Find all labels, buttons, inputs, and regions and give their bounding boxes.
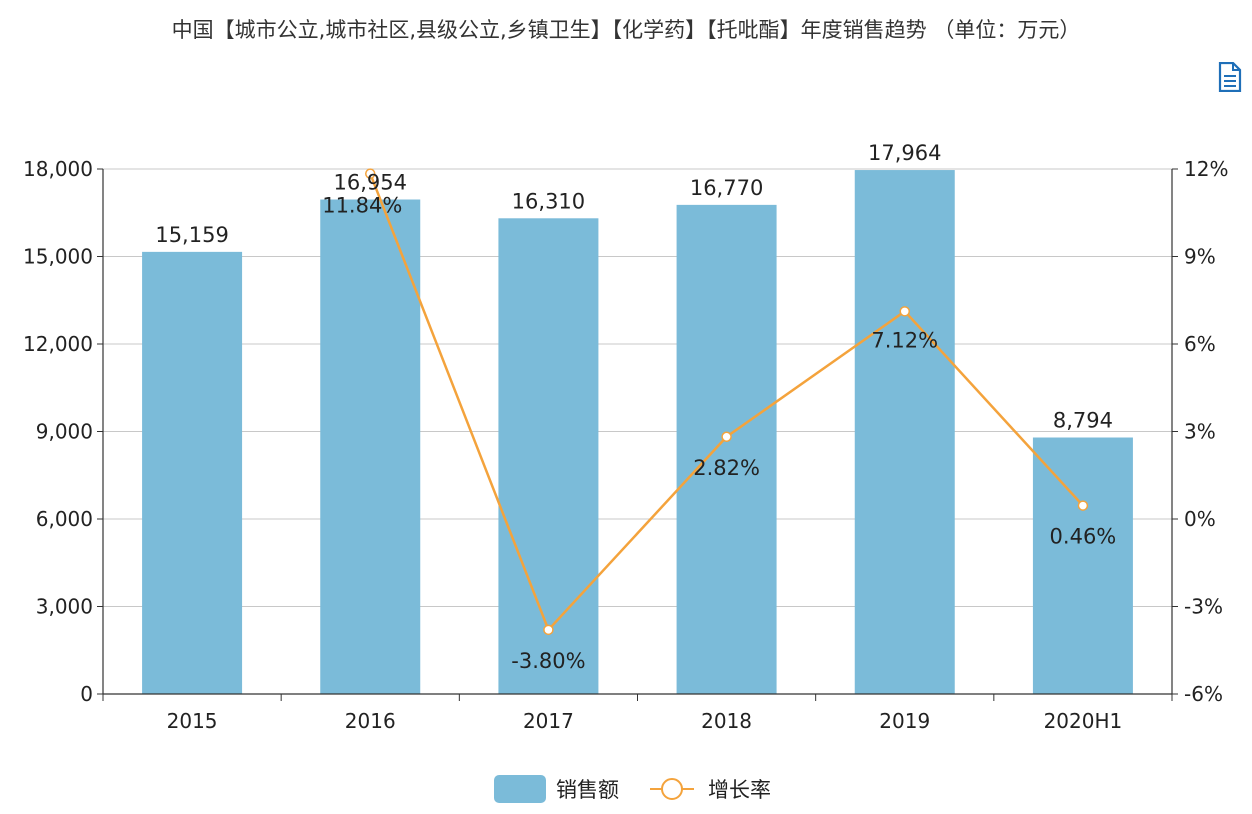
growth-value-label: 11.84% (322, 194, 402, 218)
bar (142, 251, 243, 695)
y-left-tick-label: 3,000 (36, 595, 93, 619)
chart-title: 中国【城市公立,城市社区,县级公立,乡镇卫生】【化学药】【托吡酯】年度销售趋势 … (171, 18, 1081, 42)
bar-value-label: 16,954 (334, 171, 407, 195)
x-tick-label: 2017 (523, 709, 574, 733)
legend-line-marker (661, 778, 683, 800)
y-right-tick-label: -6% (1184, 682, 1223, 706)
x-tick-label: 2020H1 (1044, 709, 1123, 733)
bar-value-label: 16,310 (512, 189, 585, 213)
y-left-tick-label: 18,000 (23, 157, 93, 181)
y-left-tick-label: 6,000 (36, 507, 93, 531)
bar (676, 204, 777, 694)
bar (320, 199, 421, 694)
bar-value-label: 8,794 (1053, 409, 1113, 433)
bar (498, 218, 599, 694)
x-tick-label: 2015 (167, 709, 218, 733)
legend-bar-swatch (494, 775, 546, 803)
document-icon[interactable] (1218, 62, 1242, 92)
growth-value-label: 7.12% (871, 328, 938, 352)
bar (1032, 437, 1133, 694)
y-left-tick-label: 12,000 (23, 332, 93, 356)
growth-point (543, 624, 554, 636)
growth-point (899, 306, 910, 317)
legend-line-label: 增长率 (708, 778, 771, 802)
y-left-tick-label: 9,000 (36, 420, 93, 444)
growth-point (1077, 500, 1089, 511)
y-right-tick-label: 0% (1184, 507, 1216, 531)
bar-value-label: 16,770 (690, 176, 763, 200)
bar-value-label: 15,159 (155, 223, 228, 247)
y-left-tick-label: 15,000 (23, 245, 93, 269)
x-tick-label: 2018 (701, 709, 752, 733)
y-left-tick-label: 0 (80, 682, 93, 706)
y-right-tick-label: 12% (1184, 157, 1228, 181)
x-tick-label: 2019 (879, 709, 930, 733)
y-right-tick-label: -3% (1184, 595, 1223, 619)
x-tick-label: 2016 (345, 709, 396, 733)
growth-point (721, 431, 732, 442)
growth-point (365, 168, 376, 179)
growth-value-label: 0.46% (1050, 525, 1117, 549)
y-right-tick-label: 3% (1184, 420, 1216, 444)
y-right-tick-label: 9% (1184, 245, 1216, 269)
bar (854, 170, 955, 695)
growth-value-label: 2.82% (693, 456, 760, 480)
y-right-tick-label: 6% (1184, 332, 1216, 356)
growth-value-label: -3.80% (511, 649, 585, 673)
bar-value-label: 17,964 (868, 141, 941, 165)
legend-bar-label: 销售额 (556, 778, 619, 802)
